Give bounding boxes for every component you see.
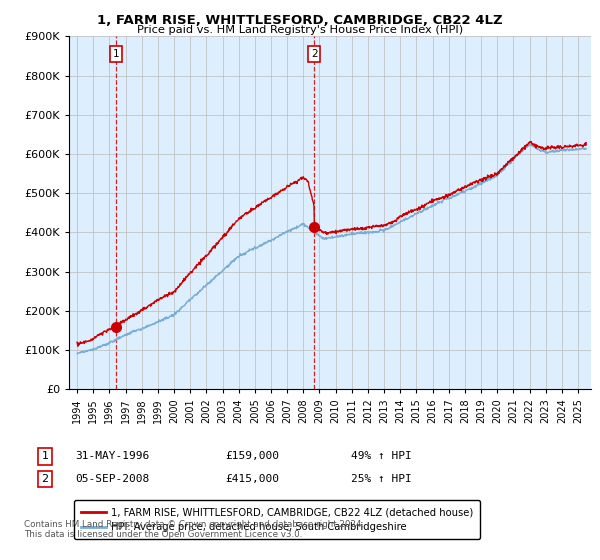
Text: 49% ↑ HPI: 49% ↑ HPI <box>351 451 412 461</box>
Text: 1: 1 <box>113 49 119 59</box>
Text: Contains HM Land Registry data © Crown copyright and database right 2024.
This d: Contains HM Land Registry data © Crown c… <box>24 520 364 539</box>
Text: 25% ↑ HPI: 25% ↑ HPI <box>351 474 412 484</box>
Text: 05-SEP-2008: 05-SEP-2008 <box>75 474 149 484</box>
Text: £159,000: £159,000 <box>225 451 279 461</box>
Text: Price paid vs. HM Land Registry's House Price Index (HPI): Price paid vs. HM Land Registry's House … <box>137 25 463 35</box>
Text: 2: 2 <box>41 474 49 484</box>
Legend: 1, FARM RISE, WHITTLESFORD, CAMBRIDGE, CB22 4LZ (detached house), HPI: Average p: 1, FARM RISE, WHITTLESFORD, CAMBRIDGE, C… <box>74 500 480 539</box>
Text: 31-MAY-1996: 31-MAY-1996 <box>75 451 149 461</box>
Text: 1: 1 <box>41 451 49 461</box>
Text: 1, FARM RISE, WHITTLESFORD, CAMBRIDGE, CB22 4LZ: 1, FARM RISE, WHITTLESFORD, CAMBRIDGE, C… <box>97 14 503 27</box>
Text: 2: 2 <box>311 49 317 59</box>
Text: £415,000: £415,000 <box>225 474 279 484</box>
